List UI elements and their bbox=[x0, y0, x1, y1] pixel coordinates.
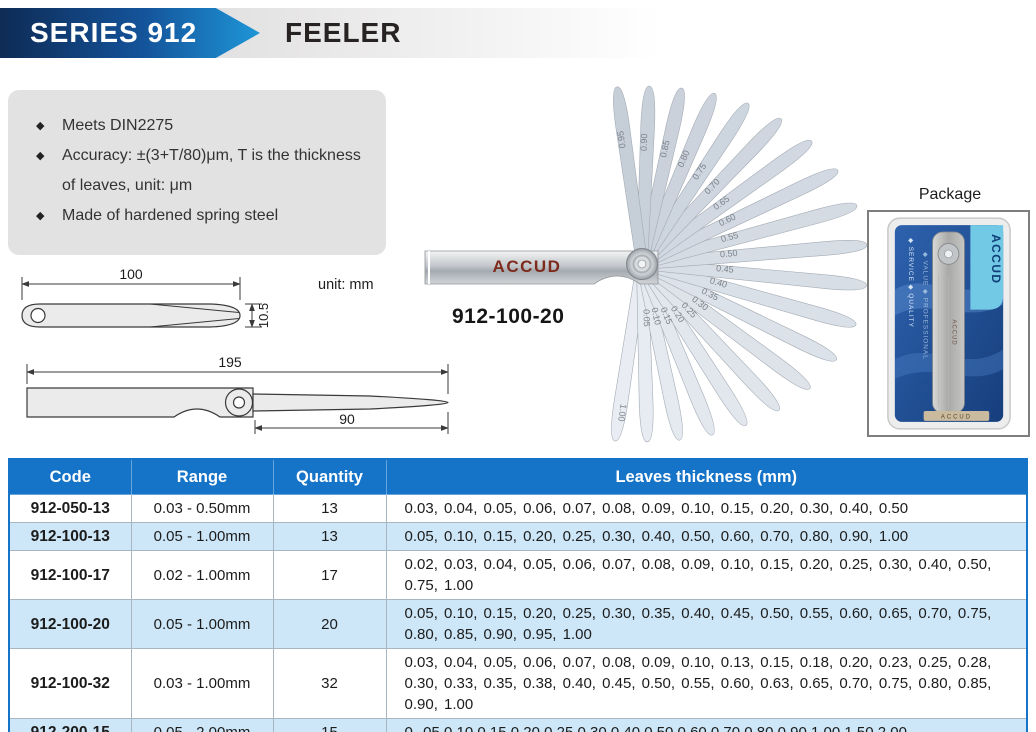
fan-leaf bbox=[634, 254, 683, 441]
model-label: 912-100-20 bbox=[452, 305, 564, 328]
leaf-fan bbox=[611, 85, 868, 443]
bullet-icon: ◆ bbox=[36, 120, 45, 132]
cell-code: 912-100-32 bbox=[8, 648, 132, 719]
cell-range: 0.03 - 1.00mm bbox=[130, 648, 274, 719]
fan-leaf bbox=[632, 117, 782, 274]
cell-quantity: 17 bbox=[272, 550, 387, 600]
cell-code: 912-100-13 bbox=[8, 522, 132, 551]
bullet-icon: ◆ bbox=[36, 150, 45, 162]
gauge-handle bbox=[424, 250, 659, 285]
product-title: FEELER bbox=[285, 17, 402, 48]
cell-thickness: 0.05, 0.10, 0.15, 0.20, 0.25, 0.30, 0.35… bbox=[385, 599, 1028, 649]
col-header-thickness: Leaves thickness (mm) bbox=[385, 458, 1028, 495]
dim-top-length: 100 bbox=[119, 266, 143, 282]
brand-tab bbox=[970, 225, 1004, 310]
dim-top-width: 10.5 bbox=[256, 303, 271, 328]
package-brand: ACCUD bbox=[989, 234, 1003, 284]
fan-leaf-label: 0.40 bbox=[709, 275, 729, 289]
fan-leaf bbox=[613, 86, 649, 274]
package-tagline: ◆ SERVICE ◆ QUALITY bbox=[907, 238, 914, 328]
fan-leaf-label: 0.90 bbox=[639, 133, 650, 151]
cell-code: 912-100-17 bbox=[8, 550, 132, 600]
cell-thickness: 0.05, 0.10, 0.15, 0.20, 0.25, 0.30, 0.40… bbox=[385, 522, 1028, 551]
cell-range: 0.05 - 2.00mm bbox=[130, 718, 274, 732]
cell-code: 912-050-13 bbox=[8, 494, 132, 523]
cell-code: 912-100-20 bbox=[8, 599, 132, 649]
strip-brand: ACCUD bbox=[941, 414, 972, 420]
spec-table: Code Range Quantity Leaves thickness (mm… bbox=[8, 458, 1028, 732]
table-header-row: Code Range Quantity Leaves thickness (mm… bbox=[8, 458, 1028, 495]
fan-leaf bbox=[633, 254, 715, 436]
cell-thickness: 0.03, 0.04, 0.05, 0.06, 0.07, 0.08, 0.09… bbox=[385, 494, 1028, 523]
fan-leaf bbox=[632, 254, 780, 412]
cell-quantity: 32 bbox=[272, 648, 387, 719]
fan-leaf-label: 0.95 bbox=[615, 130, 627, 149]
pivot-rivet bbox=[626, 248, 658, 280]
table-row: 912-100-13 0.05 - 1.00mm 13 0.05, 0.10, … bbox=[8, 522, 1028, 551]
col-header-code: Code bbox=[8, 458, 132, 495]
fan-leaf bbox=[632, 202, 858, 272]
fan-leaf-label: 0.50 bbox=[720, 248, 738, 259]
fan-leaf bbox=[633, 240, 868, 271]
brand-logo: ACCUD bbox=[493, 257, 562, 276]
feature-item: ◆ Accuracy: ±(3+T/80)μm, T is the thickn… bbox=[36, 141, 374, 201]
cell-thickness: 0.02, 0.03, 0.04, 0.05, 0.06, 0.07, 0.08… bbox=[385, 550, 1028, 600]
series-title: SERIES 912 bbox=[30, 17, 198, 48]
fan-leaf-label: 0.45 bbox=[716, 263, 734, 275]
bullet-icon: ◆ bbox=[36, 210, 45, 222]
table-row: 912-100-32 0.03 - 1.00mm 32 0.03, 0.04, … bbox=[8, 648, 1028, 719]
feature-item: ◆ Made of hardened spring steel bbox=[36, 201, 374, 231]
feature-text: Accuracy: ±(3+T/80)μm, T is the thicknes… bbox=[62, 147, 361, 194]
col-header-range: Range bbox=[130, 458, 274, 495]
fan-leaf-label: 0.05 bbox=[641, 309, 652, 327]
fan-leaf bbox=[631, 254, 811, 390]
cell-range: 0.03 - 0.50mm bbox=[130, 494, 274, 523]
feature-text: Meets DIN2275 bbox=[62, 117, 174, 134]
gauge-brand-small: ACCUD bbox=[950, 320, 956, 346]
fan-leaf bbox=[631, 139, 813, 274]
gauge-rivet-center bbox=[944, 249, 953, 259]
gauge-leaf-edges bbox=[938, 273, 959, 409]
table-row: 912-200-15 0.05 - 2.00mm 15 0. 05,0.10,0… bbox=[8, 718, 1028, 732]
unit-label: unit: mm bbox=[318, 277, 374, 293]
dim-total-length: 195 bbox=[218, 354, 242, 370]
technical-drawings: unit: mm 100 10.5 195 90 bbox=[21, 266, 449, 434]
cell-thickness: 0. 05,0.10,0.15,0.20,0.25,0.30,0.40,0.50… bbox=[385, 718, 1028, 732]
package-tagline: ◆ VALUE ◆ PROFESSIONAL bbox=[922, 252, 929, 360]
leaf-drawing: 100 10.5 bbox=[21, 266, 271, 328]
table-row: 912-100-17 0.02 - 1.00mm 17 0.02, 0.03, … bbox=[8, 550, 1028, 600]
fan-leaf bbox=[632, 168, 839, 273]
cell-quantity: 13 bbox=[272, 522, 387, 551]
fan-leaf-label: 0.55 bbox=[720, 230, 740, 244]
cell-quantity: 13 bbox=[272, 494, 387, 523]
product-photo: ACCUD 1.000.050.100.150.200.250.300.350.… bbox=[424, 85, 868, 443]
package-image: ACCUD ◆ SERVICE ◆ QUALITY ◆ VALUE ◆ PROF… bbox=[887, 217, 1011, 430]
cell-quantity: 20 bbox=[272, 599, 387, 649]
fan-leaf-label: 1.00 bbox=[616, 403, 629, 422]
table-row: 912-100-20 0.05 - 1.00mm 20 0.05, 0.10, … bbox=[8, 599, 1028, 649]
fan-leaf-label: 0.10 bbox=[649, 307, 662, 326]
gauge-drawing: 195 90 bbox=[26, 354, 449, 434]
col-header-quantity: Quantity bbox=[272, 458, 387, 495]
table-row: 912-050-13 0.03 - 0.50mm 13 0.03, 0.04, … bbox=[8, 494, 1028, 523]
package-title: Package bbox=[918, 186, 982, 203]
cell-range: 0.05 - 1.00mm bbox=[130, 599, 274, 649]
feature-text: Made of hardened spring steel bbox=[62, 207, 279, 224]
package-box: ACCUD ◆ SERVICE ◆ QUALITY ◆ VALUE ◆ PROF… bbox=[867, 210, 1030, 437]
feature-item: ◆ Meets DIN2275 bbox=[36, 111, 374, 141]
fan-leaf-label: 0.85 bbox=[658, 139, 672, 158]
fan-leaf bbox=[632, 253, 748, 427]
cell-code: 912-200-15 bbox=[8, 718, 132, 732]
package-label-strip bbox=[923, 410, 990, 421]
cell-quantity: 15 bbox=[272, 718, 387, 732]
features-panel: ◆ Meets DIN2275 ◆ Accuracy: ±(3+T/80)μm,… bbox=[8, 90, 386, 255]
series-banner: SERIES 912 bbox=[0, 8, 260, 58]
cell-range: 0.05 - 1.00mm bbox=[130, 522, 274, 551]
dim-leaf-length: 90 bbox=[339, 411, 355, 427]
cell-thickness: 0.03, 0.04, 0.05, 0.06, 0.07, 0.08, 0.09… bbox=[385, 648, 1028, 719]
cell-range: 0.02 - 1.00mm bbox=[130, 550, 274, 600]
